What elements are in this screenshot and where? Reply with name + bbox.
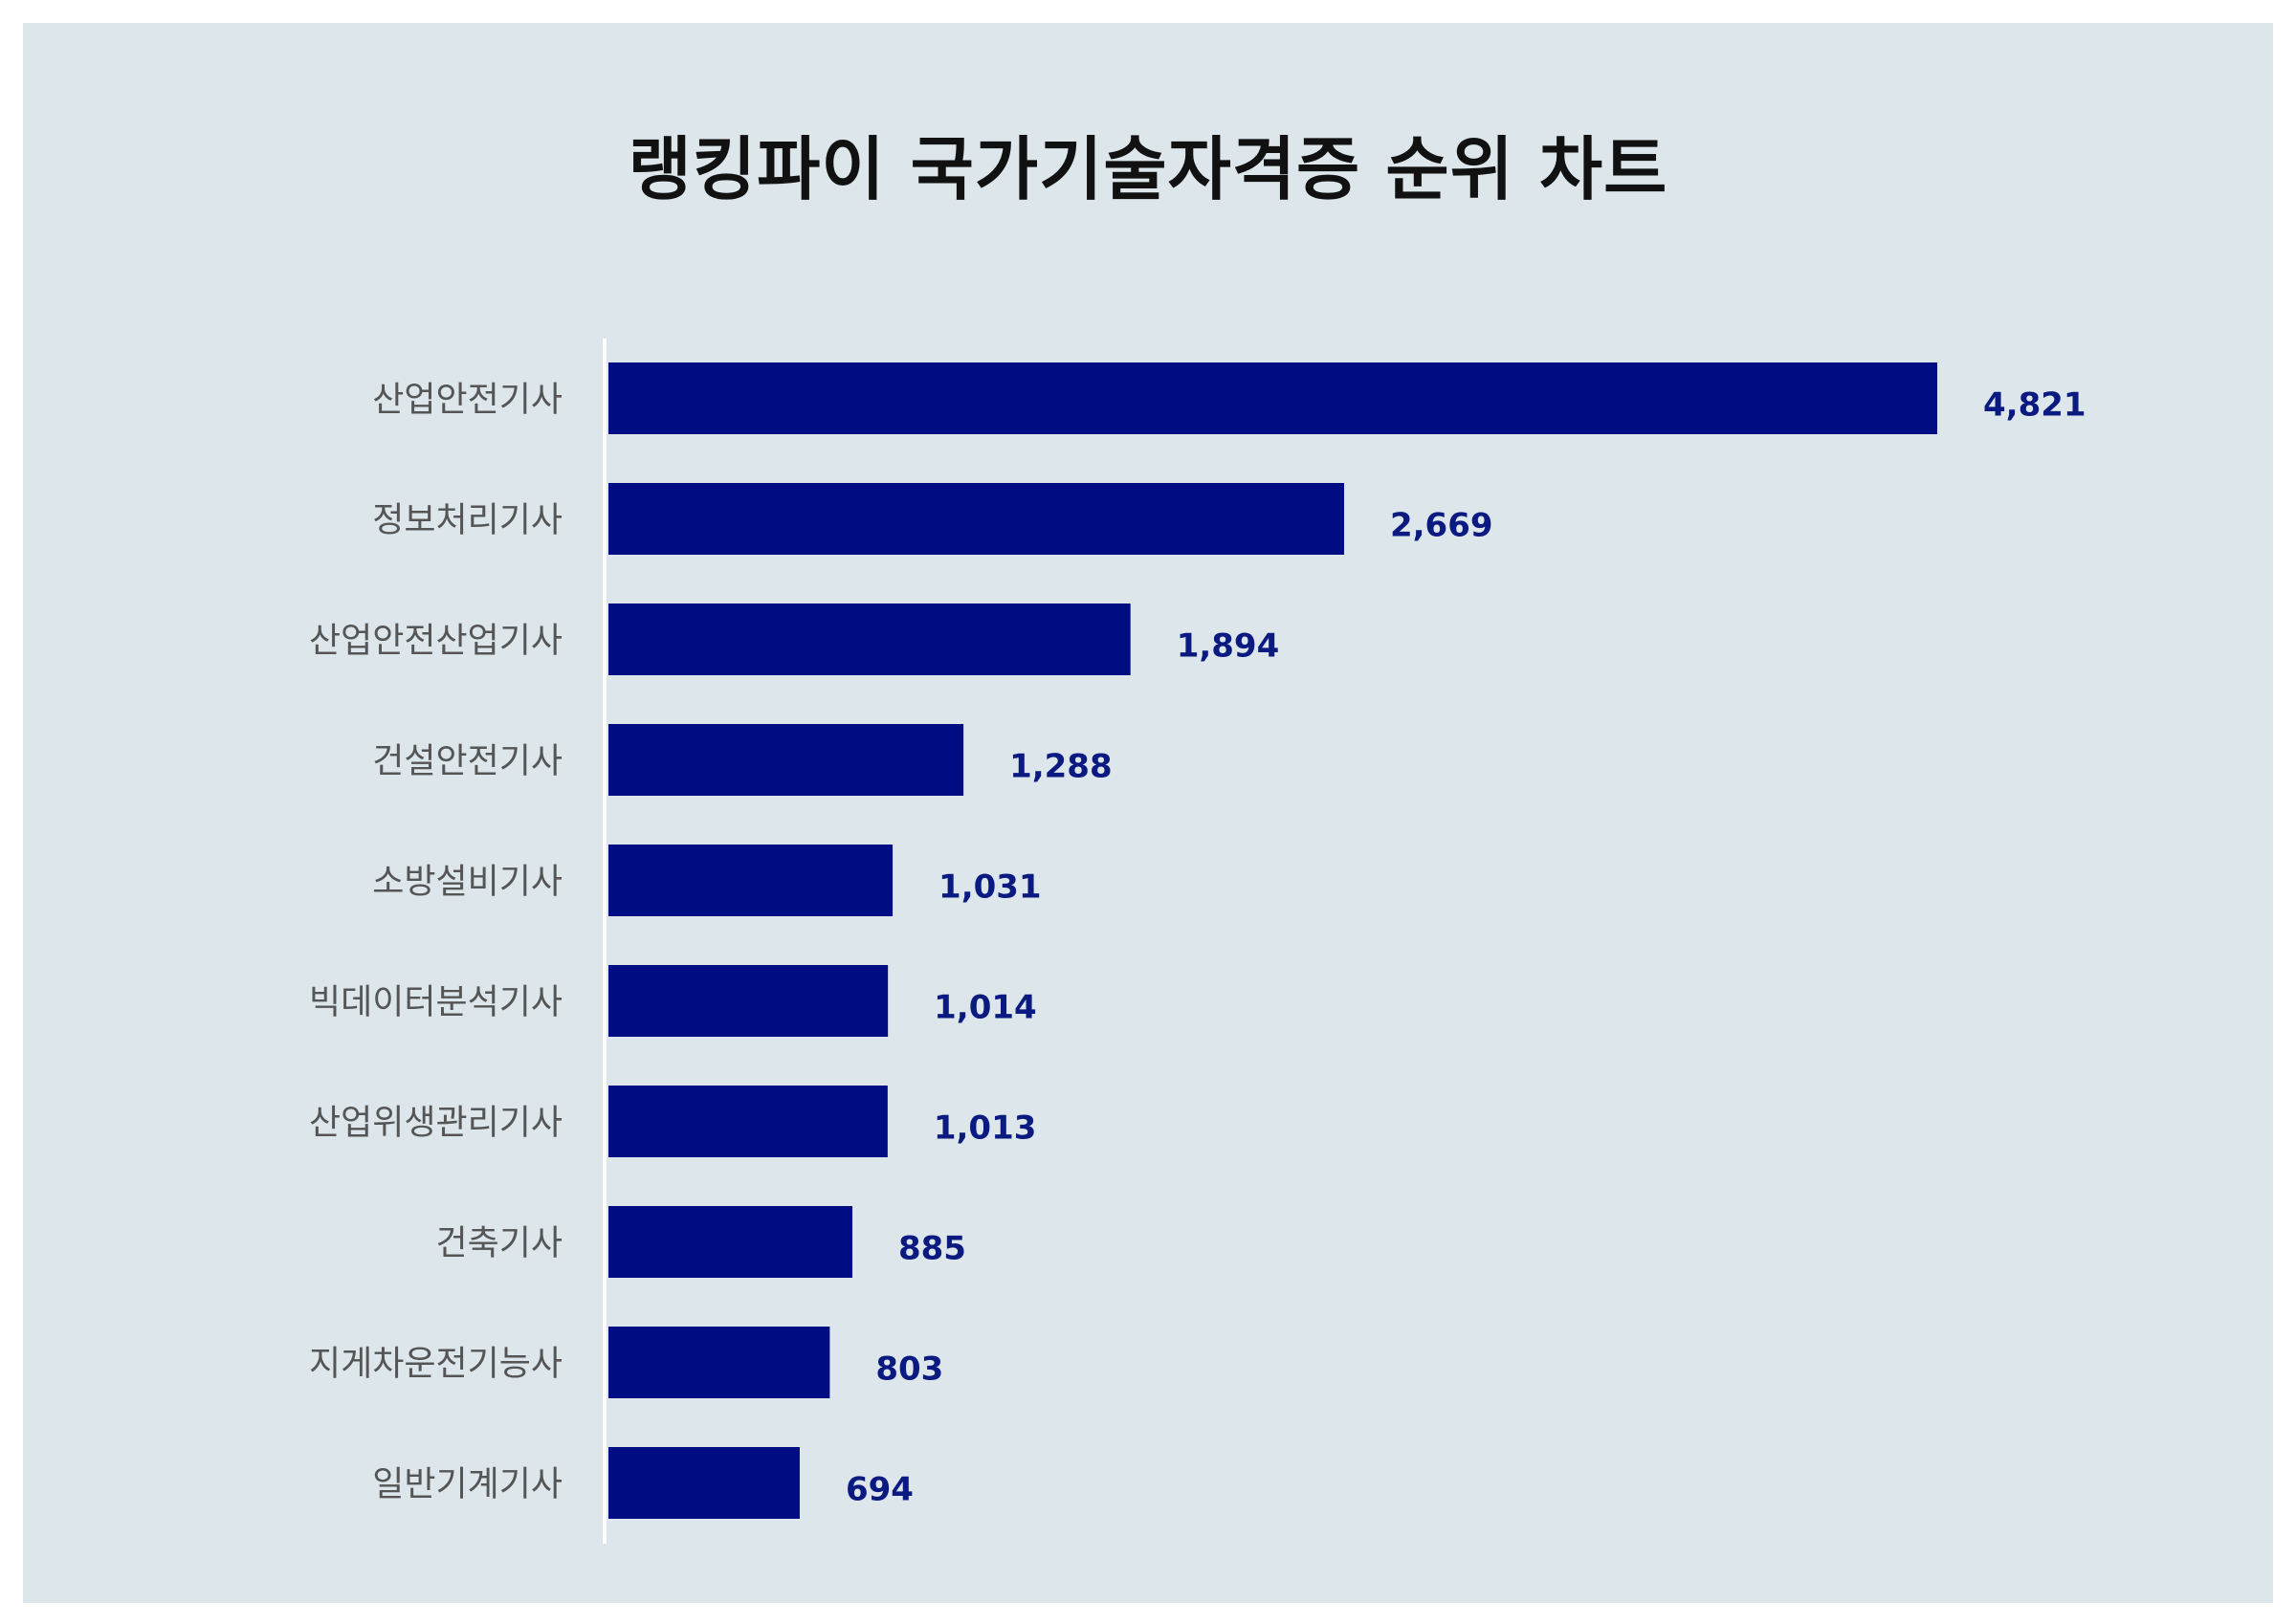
value-label: 885 [898,1230,966,1268]
bar-3 [608,604,1131,675]
category-label: 건축기사 [436,1224,563,1263]
bar-5 [608,845,894,916]
bar-4 [608,724,964,796]
value-label: 2,669 [1390,507,1493,545]
bar-7 [608,1086,888,1157]
category-label: 빅데이터분석기사 [309,983,563,1022]
category-label: 정보처리기사 [372,501,563,540]
value-label: 1,014 [934,989,1037,1027]
category-label: 건설안전기사 [372,742,563,781]
category-label: 일반기계기사 [372,1465,563,1504]
bar-9 [608,1327,830,1398]
chart-background [23,23,2273,1603]
value-label: 1,031 [938,868,1042,907]
bar-10 [608,1447,800,1519]
bar-6 [608,965,889,1037]
bar-8 [608,1206,852,1278]
value-label: 1,013 [934,1109,1037,1148]
category-label: 산업안전산업기사 [309,622,563,661]
value-label: 803 [875,1350,943,1389]
category-label: 소방설비기사 [372,863,563,902]
bar-1 [608,362,1937,434]
chart-title: 랭킹파이 국가기술자격증 순위 차트 [628,129,1668,209]
value-label: 4,821 [1983,386,2086,425]
value-label: 694 [846,1471,914,1509]
category-label: 지게차운전기능사 [309,1345,563,1384]
category-label: 산업안전기사 [372,381,563,420]
bar-2 [608,483,1344,555]
value-label: 1,288 [1009,748,1113,786]
value-label: 1,894 [1177,627,1280,666]
category-label: 산업위생관리기사 [309,1104,563,1143]
